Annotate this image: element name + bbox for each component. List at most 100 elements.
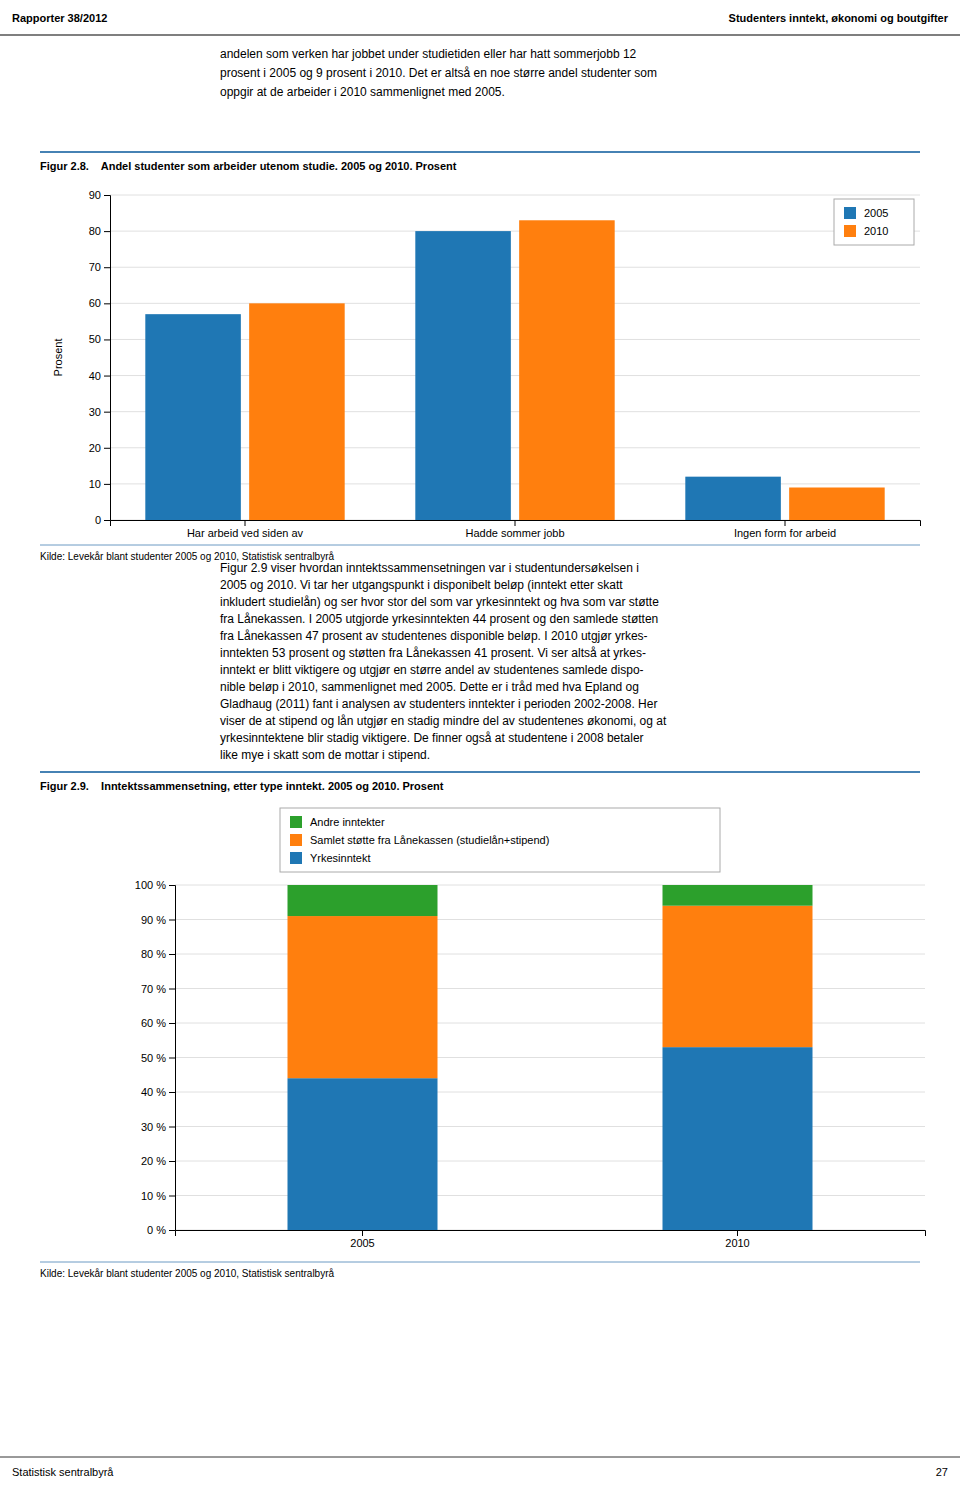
tick: 90 % (141, 914, 175, 926)
chart-title: Figur 2.9. Inntektssammensetning, etter … (40, 780, 444, 792)
body-text-line: Gladhaug (2011) fant i analysen av stude… (220, 697, 657, 711)
legend-box (280, 808, 720, 872)
tick-label: 50 % (141, 1052, 166, 1064)
tick-mark (104, 520, 110, 521)
tick-mark (169, 1230, 175, 1231)
axis-line (169, 886, 176, 1231)
tick-label: Har arbeid ved siden av (187, 527, 304, 539)
tick-mark (169, 885, 175, 886)
tick: 60 (89, 297, 110, 309)
tick: 10 % (141, 1190, 175, 1202)
tick: 30 % (141, 1121, 175, 1133)
page: Rapporter 38/2012Studenters inntekt, øko… (0, 0, 960, 1489)
bars (145, 220, 884, 520)
body-text-line: oppgir at de arbeider i 2010 sammenligne… (220, 85, 505, 99)
tick-mark (104, 267, 110, 268)
tick-mark (169, 1161, 175, 1162)
tick-label: Hadde sommer jobb (465, 527, 564, 539)
bar (663, 1047, 813, 1230)
body-text-line: inkludert studielån) og ser hvor stor de… (220, 595, 659, 609)
tick-label: 60 % (141, 1017, 166, 1029)
tick: 10 (89, 478, 110, 490)
grid (175, 885, 925, 1230)
tick: 70 % (141, 983, 175, 995)
title-rule (40, 151, 920, 153)
tick: 30 (89, 406, 110, 418)
tick: 0 (95, 514, 110, 526)
tick-mark (104, 339, 110, 340)
grid-line (110, 267, 920, 268)
bar (789, 488, 885, 521)
tick: 90 (89, 189, 110, 201)
source-note: Kilde: Levekår blant studenter 2005 og 2… (40, 1268, 335, 1279)
bar (415, 231, 511, 520)
body-text-line: like mye i skatt som de mottar i stipend… (220, 748, 430, 762)
tick: Ingen form for arbeid (734, 520, 836, 539)
bar (519, 220, 615, 520)
tick-mark (104, 195, 110, 196)
grid-line (110, 231, 920, 232)
y-axis: 0 %10 %20 %30 %40 %50 %60 %70 %80 %90 %1… (135, 879, 176, 1236)
tick: 50 % (141, 1052, 175, 1064)
axis-line (176, 1231, 926, 1237)
legend-label: Andre inntekter (310, 816, 385, 828)
tick-mark (169, 1023, 175, 1024)
bar (145, 314, 241, 520)
tick: 50 (89, 333, 110, 345)
page-header-right: Studenters inntekt, økonomi og boutgifte… (729, 12, 949, 24)
tick-label: 40 (89, 370, 101, 382)
body-text-line: Figur 2.9 viser hvordan inntektssammense… (220, 561, 639, 575)
tick-label: 20 (89, 442, 101, 454)
legend-label: Samlet støtte fra Lånekassen (studielån+… (310, 834, 549, 846)
tick: 2005 (350, 1230, 374, 1249)
tick-label: 20 % (141, 1155, 166, 1167)
tick-mark (362, 1230, 363, 1236)
tick-label: 90 (89, 189, 101, 201)
tick: 100 % (135, 879, 175, 891)
legend-swatch (290, 834, 302, 846)
legend: 20052010 (834, 199, 914, 245)
tick-mark (104, 484, 110, 485)
tick-label: Ingen form for arbeid (734, 527, 836, 539)
body-text: andelen som verken har jobbet under stud… (220, 47, 657, 99)
tick: 20 % (141, 1155, 175, 1167)
legend-swatch (290, 852, 302, 864)
body-text-line: 2005 og 2010. Vi tar her utgangspunkt i … (220, 578, 623, 592)
tick-label: 90 % (141, 914, 166, 926)
grid-line (110, 195, 920, 196)
legend: Andre inntekter Samlet støtte fra Lånekas… (280, 808, 720, 872)
tick-label: 40 % (141, 1086, 166, 1098)
tick-mark (785, 520, 786, 526)
y-axis-title: Prosent (52, 339, 64, 377)
tick-mark (169, 920, 175, 921)
tick-label: 30 % (141, 1121, 166, 1133)
header-rule (0, 34, 960, 35)
body-text: Figur 2.9 viser hvordan inntektssammense… (220, 561, 667, 762)
grid (110, 195, 920, 520)
tick-mark (245, 520, 246, 526)
x-axis: Har arbeid ved siden av Hadde sommer jobb… (111, 520, 921, 539)
tick-label: 0 % (147, 1224, 166, 1236)
tick: 2010 (725, 1230, 749, 1249)
tick-mark (104, 448, 110, 449)
bar (663, 906, 813, 1047)
legend-swatch (290, 816, 302, 828)
source-note: Kilde: Levekår blant studenter 2005 og 2… (40, 551, 335, 562)
tick-mark (169, 1127, 175, 1128)
body-text-line: inntekt er blitt viktigere og utgjør en … (220, 663, 644, 677)
legend-box (834, 199, 914, 245)
body-text-line: yrkesinntektene blir stadig viktigere. D… (220, 731, 644, 745)
tick: Har arbeid ved siden av (187, 520, 304, 539)
tick-mark (169, 989, 175, 990)
tick: 70 (89, 261, 110, 273)
body-text-line: viser de at stipend og lån utgjør en sta… (220, 714, 667, 728)
body-text-line: andelen som verken har jobbet under stud… (220, 47, 637, 61)
bar (685, 477, 781, 520)
legend-swatch (844, 207, 856, 219)
tick: 80 (89, 225, 110, 237)
legend-label: Yrkesinntekt (310, 852, 371, 864)
tick-mark (104, 303, 110, 304)
tick-label: 30 (89, 406, 101, 418)
tick-label: 60 (89, 297, 101, 309)
tick-label: 100 % (135, 879, 166, 891)
